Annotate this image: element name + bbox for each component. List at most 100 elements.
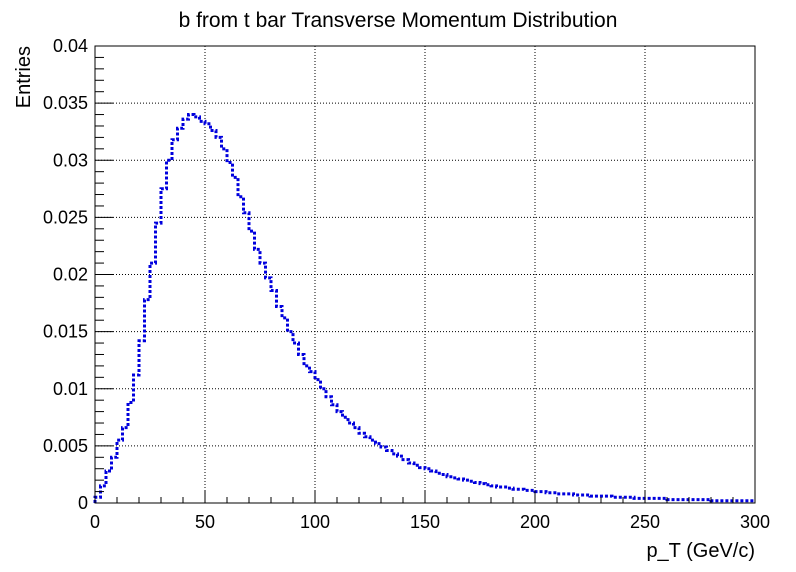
histogram-bin xyxy=(673,500,679,503)
histogram-bin xyxy=(304,366,310,503)
histogram-bin xyxy=(200,121,206,503)
histogram-bin xyxy=(227,163,233,503)
histogram-bin xyxy=(398,456,404,503)
histogram-bin xyxy=(387,450,393,503)
y-tick-label: 0.02 xyxy=(53,265,88,285)
histogram-bin xyxy=(453,478,459,503)
axis-ticks xyxy=(94,45,756,504)
histogram-bin xyxy=(150,263,156,503)
histogram-bin xyxy=(585,495,591,503)
histogram-bin xyxy=(183,119,189,503)
histogram-bin xyxy=(260,263,266,503)
histogram-bin xyxy=(684,500,690,503)
histogram-bin xyxy=(277,306,283,503)
histogram-bin xyxy=(315,380,321,503)
histogram-bin xyxy=(167,160,173,503)
histogram-bin xyxy=(321,389,327,503)
histogram-bin xyxy=(249,231,255,503)
histogram-bin xyxy=(271,290,277,503)
histogram-bin xyxy=(211,131,217,503)
histogram-bin xyxy=(645,498,651,503)
histogram-bin xyxy=(563,494,569,503)
histogram-bin xyxy=(101,486,107,503)
histogram-bin xyxy=(222,149,228,503)
histogram-bin xyxy=(299,354,305,503)
histogram-bin xyxy=(497,487,503,503)
histogram-bin xyxy=(464,480,470,503)
histogram-bin xyxy=(590,496,596,503)
x-tick-label: 250 xyxy=(630,512,660,532)
y-tick-label: 0.01 xyxy=(53,379,88,399)
histogram-bin xyxy=(530,490,536,503)
histogram-bin xyxy=(634,498,640,503)
histogram-bin xyxy=(618,497,624,503)
histogram-bin xyxy=(376,444,382,503)
histogram-bin xyxy=(623,497,629,503)
y-tick-label: 0.005 xyxy=(43,436,88,456)
histogram-bin xyxy=(117,440,123,503)
chart-title: b from t bar Transverse Momentum Distrib… xyxy=(179,9,618,32)
histogram-bin xyxy=(535,492,541,503)
histogram-bin xyxy=(145,300,151,503)
histogram-bin xyxy=(475,482,481,503)
histogram-bin xyxy=(194,117,200,503)
histogram-bin xyxy=(513,489,519,503)
histogram-bin xyxy=(288,332,294,503)
histogram-bin xyxy=(568,494,574,503)
histogram-bin xyxy=(480,484,486,503)
histogram-bin xyxy=(508,488,514,503)
histogram-bin xyxy=(667,500,673,503)
x-tick-label: 50 xyxy=(195,512,215,532)
histogram-bin xyxy=(139,341,145,503)
histogram-bin xyxy=(332,405,338,503)
histogram-bin xyxy=(359,433,365,503)
histogram-bin xyxy=(233,177,239,503)
histogram-bin xyxy=(123,428,129,503)
histogram-bin xyxy=(392,454,398,503)
histogram-bin xyxy=(546,493,552,503)
histogram-bin xyxy=(651,498,657,503)
histogram-bin xyxy=(662,498,668,503)
histogram-bin xyxy=(502,487,508,503)
histogram-bin xyxy=(238,197,244,503)
histogram-series xyxy=(93,113,755,503)
histogram-bin xyxy=(128,402,134,503)
histogram-bin xyxy=(524,490,530,503)
histogram-bin xyxy=(255,249,261,503)
y-tick-label: 0.035 xyxy=(43,93,88,113)
x-tick-label: 200 xyxy=(520,512,550,532)
histogram-bin xyxy=(689,500,695,503)
histogram-bin xyxy=(700,500,706,503)
histogram-bin xyxy=(244,213,250,503)
histogram-bin xyxy=(161,189,167,503)
y-axis-label: Entries xyxy=(13,46,35,108)
y-tick-label: 0.025 xyxy=(43,207,88,227)
histogram-bin xyxy=(381,447,387,503)
x-tick-label: 0 xyxy=(90,512,100,532)
plot-area xyxy=(93,113,755,503)
histogram-bin xyxy=(695,500,701,503)
histogram-bin xyxy=(134,375,140,503)
histogram-bin xyxy=(640,498,646,503)
histogram-bin xyxy=(348,423,354,503)
histogram-bin xyxy=(431,471,437,503)
histogram-bin xyxy=(469,481,475,503)
histogram-bin xyxy=(414,465,420,503)
histogram-bin xyxy=(337,412,343,503)
histogram-bin xyxy=(112,457,118,503)
histogram-bin xyxy=(189,115,195,503)
histogram-bin xyxy=(442,474,448,503)
histogram-bin xyxy=(95,497,101,503)
histogram-bin xyxy=(326,397,332,503)
x-axis-label: p_T (GeV/c) xyxy=(646,540,755,562)
y-tick-label: 0.04 xyxy=(53,36,88,56)
histogram-bin xyxy=(425,469,431,503)
x-tick-label: 150 xyxy=(410,512,440,532)
histogram-bin xyxy=(656,498,662,503)
histogram-bin xyxy=(574,495,580,503)
histogram-bin xyxy=(282,318,288,503)
histogram-bin xyxy=(557,494,563,503)
y-tick-labels: 0 0.005 0.01 0.015 0.02 0.025 0.03 0.035 0.04 xyxy=(43,36,88,513)
histogram-bin xyxy=(436,473,442,503)
